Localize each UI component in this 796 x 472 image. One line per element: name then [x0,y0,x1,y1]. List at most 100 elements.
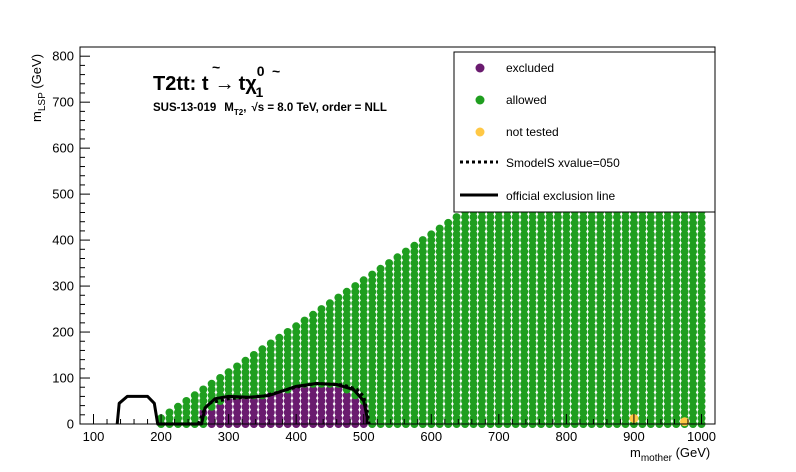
allowed-point [334,305,343,314]
allowed-point [494,218,503,227]
y-tick-label: 200 [52,325,74,340]
allowed-point [587,397,596,405]
allowed-point [646,282,655,291]
allowed-point [680,213,689,222]
excluded-point [317,402,326,411]
allowed-point [182,408,191,417]
allowed-point [503,259,512,268]
allowed-point [663,385,672,394]
allowed-point [511,414,520,423]
allowed-point [545,414,554,423]
allowed-point [461,293,470,302]
allowed-point [477,213,486,222]
allowed-point [334,356,343,365]
excluded-point [233,402,242,411]
allowed-point [418,379,427,388]
allowed-point [376,368,385,377]
allowed-point [672,379,681,388]
allowed-point [469,333,478,342]
allowed-point [486,351,495,359]
allowed-point [587,224,596,233]
excluded-point [317,408,326,417]
allowed-point [385,356,394,365]
allowed-point [672,368,681,377]
excluded-point [216,408,225,417]
allowed-point [663,374,672,382]
allowed-point [359,356,368,365]
allowed-point [587,241,596,250]
allowed-point [680,397,689,405]
allowed-point [469,305,478,314]
allowed-point [477,333,486,342]
allowed-point [570,374,579,382]
allowed-point [680,236,689,245]
allowed-point [334,299,343,308]
allowed-point [579,391,588,400]
allowed-point [537,345,546,354]
allowed-point [435,299,444,308]
excluded-point [275,397,284,405]
allowed-point [359,379,368,388]
allowed-point [689,397,697,405]
allowed-point [216,385,225,394]
allowed-point [401,368,410,377]
allowed-point [579,362,588,371]
allowed-point [241,368,250,377]
allowed-point [672,402,681,411]
allowed-point [663,316,672,325]
allowed-point [393,293,402,302]
allowed-point [452,345,461,354]
allowed-point [553,253,562,262]
allowed-point [638,230,647,239]
allowed-point [477,287,486,296]
allowed-point [199,385,208,394]
allowed-point [689,236,697,245]
allowed-point [613,259,621,268]
allowed-point [427,362,436,371]
allowed-point [613,270,621,279]
allowed-point [241,385,250,394]
allowed-point [266,379,275,388]
allowed-point [604,345,613,354]
allowed-point [621,391,630,400]
allowed-point [604,385,613,394]
allowed-point [528,247,537,256]
excluded-point [249,402,258,411]
allowed-point [579,259,588,268]
allowed-point [385,310,394,319]
allowed-point [418,299,427,308]
allowed-point [629,345,638,354]
allowed-point [444,316,453,325]
excluded-point [292,408,301,417]
allowed-point [401,356,410,365]
allowed-point [410,345,419,354]
allowed-point [579,351,588,359]
allowed-point [638,264,647,273]
allowed-point [401,385,410,394]
allowed-point [249,351,258,359]
allowed-point [393,310,402,319]
allowed-point [494,379,503,388]
allowed-point [342,362,351,371]
allowed-point [477,351,486,359]
allowed-point [190,414,199,423]
allowed-point [410,333,419,342]
allowed-point [587,213,596,222]
allowed-point [553,270,562,279]
allowed-point [401,305,410,314]
allowed-point [663,287,672,296]
allowed-point [646,351,655,359]
allowed-point [655,224,664,233]
allowed-point [562,230,571,239]
allowed-point [680,368,689,377]
allowed-point [621,316,630,325]
allowed-point [646,287,655,296]
excluded-point [258,397,267,405]
allowed-point [410,374,419,382]
allowed-point [401,247,410,256]
allowed-point [646,276,655,285]
allowed-point [317,316,326,325]
allowed-point [368,270,377,279]
